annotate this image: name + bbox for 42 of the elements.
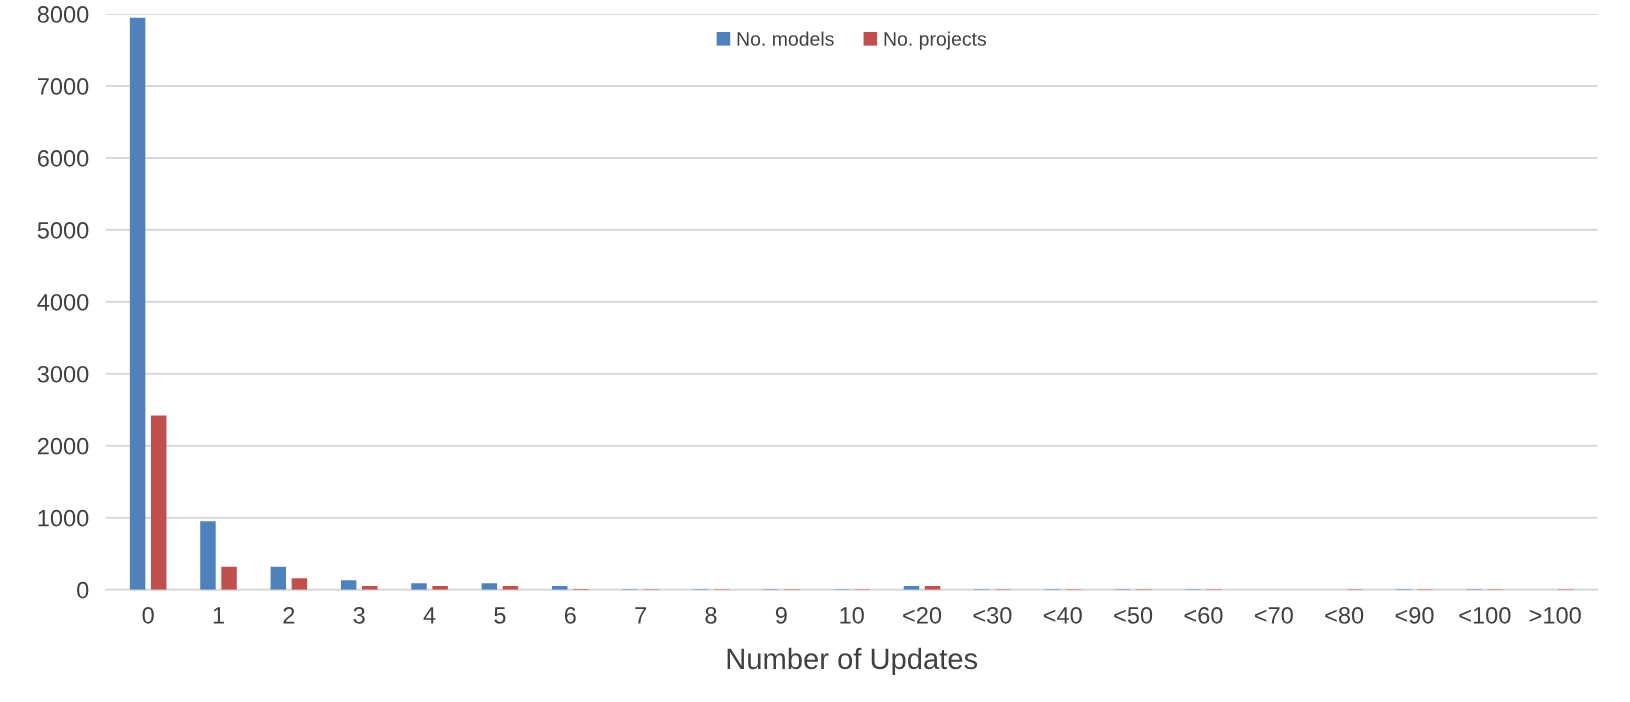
legend-label: No. projects (884, 31, 987, 50)
y-tick-label: 5000 (37, 221, 89, 239)
x-tick-label: <100 (1459, 606, 1511, 624)
y-tick-label: 0 (77, 581, 89, 599)
y-tick-label: 2000 (37, 437, 89, 455)
bar (221, 566, 237, 590)
x-tick-label: <60 (1184, 606, 1223, 624)
bar (340, 580, 357, 590)
bar (411, 583, 427, 590)
x-tick-label: >100 (1529, 606, 1581, 624)
y-tick-label: 6000 (37, 150, 89, 167)
y-tick-label: 3000 (37, 365, 89, 383)
x-axis-title: Number of Updates (727, 647, 978, 675)
x-tick-label: 4 (423, 607, 436, 624)
bar (200, 521, 216, 590)
x-tick-label: 2 (283, 606, 295, 624)
x-tick-label: <30 (973, 606, 1012, 624)
x-tick-label: 9 (775, 606, 787, 624)
x-tick-label: <70 (1254, 606, 1293, 624)
y-tick-label: 8000 (37, 6, 89, 23)
x-tick-label: 10 (840, 606, 864, 624)
bar (291, 578, 308, 590)
x-tick-label: 7 (635, 607, 646, 624)
x-tick-label: 1 (213, 607, 224, 624)
bar (129, 17, 146, 590)
x-tick-label: 8 (705, 606, 717, 624)
bar (270, 566, 287, 590)
x-tick-label: <50 (1114, 606, 1153, 624)
x-tick-label: 0 (142, 606, 154, 624)
legend-label: No. models (737, 31, 834, 46)
x-tick-label: <90 (1395, 606, 1434, 624)
y-tick-label: 4000 (37, 293, 89, 311)
x-tick-label: 5 (494, 607, 506, 624)
bar (150, 415, 167, 590)
bar (481, 583, 498, 590)
y-tick-label: 7000 (37, 78, 89, 95)
x-tick-label: <80 (1325, 606, 1364, 624)
x-tick-label: 3 (353, 606, 365, 624)
x-tick-label: 6 (564, 606, 576, 624)
y-tick-label: 1000 (38, 509, 89, 527)
x-tick-label: <40 (1043, 606, 1082, 624)
x-tick-label: <20 (903, 606, 942, 624)
